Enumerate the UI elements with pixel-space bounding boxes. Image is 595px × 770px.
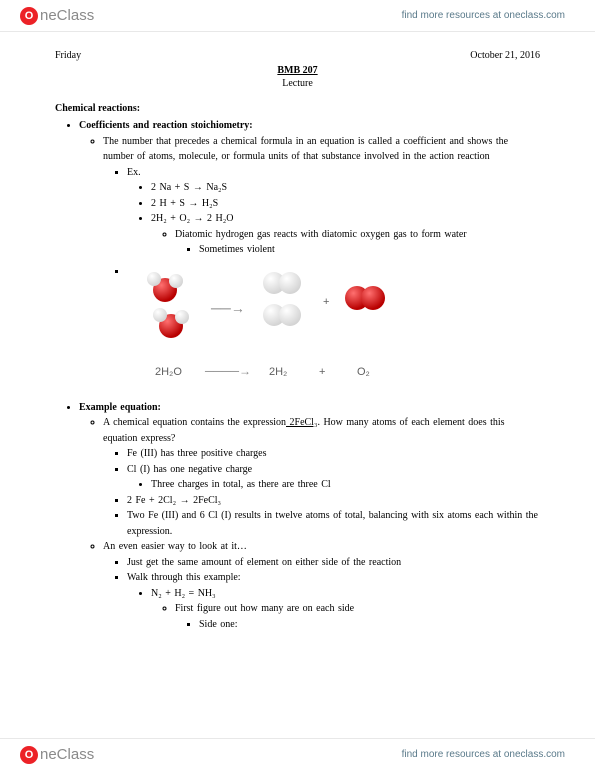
equation: 2H₂ + O₂ → 2 H₂O <box>151 211 540 227</box>
logo-icon: O <box>20 746 38 764</box>
formula-label: O₂ <box>357 364 370 381</box>
example-label: Ex. <box>127 165 540 181</box>
arrow-icon: ──→ <box>211 298 245 320</box>
footer-link[interactable]: find more resources at oneclass.com <box>402 749 565 760</box>
brand-logo: O neClass <box>20 7 94 25</box>
molecule-diagram: ──→ + <box>147 264 427 394</box>
document-body: Friday October 21, 2016 BMB 207 Lecture … <box>55 50 540 632</box>
page-footer: O neClass find more resources at oneclas… <box>0 738 595 770</box>
formula-label: 2H₂O <box>155 364 182 381</box>
plus-icon: + <box>323 294 329 311</box>
equation: N₂ + H₂ = NH₃ <box>151 586 540 602</box>
list-item: Walk through this example: <box>127 570 540 586</box>
subheading: Coefficients and reaction stoichiometry: <box>79 120 253 131</box>
diagram-bullet: ──→ + <box>127 264 540 394</box>
equation: 2 H + S → H₂S <box>151 196 540 212</box>
logo-icon: O <box>20 7 38 25</box>
list-item: Fe (III) has three positive charges <box>127 446 540 462</box>
arrow-icon: ────→ <box>205 362 251 381</box>
brand-logo: O neClass <box>20 746 94 764</box>
course-code: BMB 207 <box>55 65 540 76</box>
day-label: Friday <box>55 50 81 61</box>
note-text: Sometimes violent <box>199 242 540 258</box>
list-item: Three charges in total, as there are thr… <box>151 477 540 493</box>
section-heading: Chemical reactions: <box>55 103 540 114</box>
date-label: October 21, 2016 <box>470 50 540 61</box>
body-text: The number that precedes a chemical form… <box>103 134 540 165</box>
list-item: An even easier way to look at it… <box>103 539 540 555</box>
doc-type: Lecture <box>55 78 540 89</box>
list-item: First figure out how many are on each si… <box>175 601 540 617</box>
equation: 2 Na + S → Na₂S <box>151 180 540 196</box>
subheading: Example equation: <box>79 402 161 413</box>
dateline: Friday October 21, 2016 <box>55 50 540 61</box>
list-item: Two Fe (III) and 6 Cl (I) results in twe… <box>127 508 540 539</box>
formula-label: 2H₂ <box>269 364 287 381</box>
list-item: Just get the same amount of element on e… <box>127 555 540 571</box>
note-text: Diatomic hydrogen gas reacts with diatom… <box>175 227 540 243</box>
list-item: Side one: <box>199 617 540 633</box>
list-item: Cl (I) has one negative charge <box>127 462 540 478</box>
page-header: O neClass find more resources at oneclas… <box>0 0 595 32</box>
question-text: A chemical equation contains the express… <box>103 415 540 539</box>
plus-icon: + <box>319 364 325 381</box>
logo-text: neClass <box>40 746 94 763</box>
logo-text: neClass <box>40 7 94 24</box>
header-link[interactable]: find more resources at oneclass.com <box>402 10 565 21</box>
equation: 2 Fe + 2Cl₂ → 2FeCl₃ <box>127 493 540 509</box>
